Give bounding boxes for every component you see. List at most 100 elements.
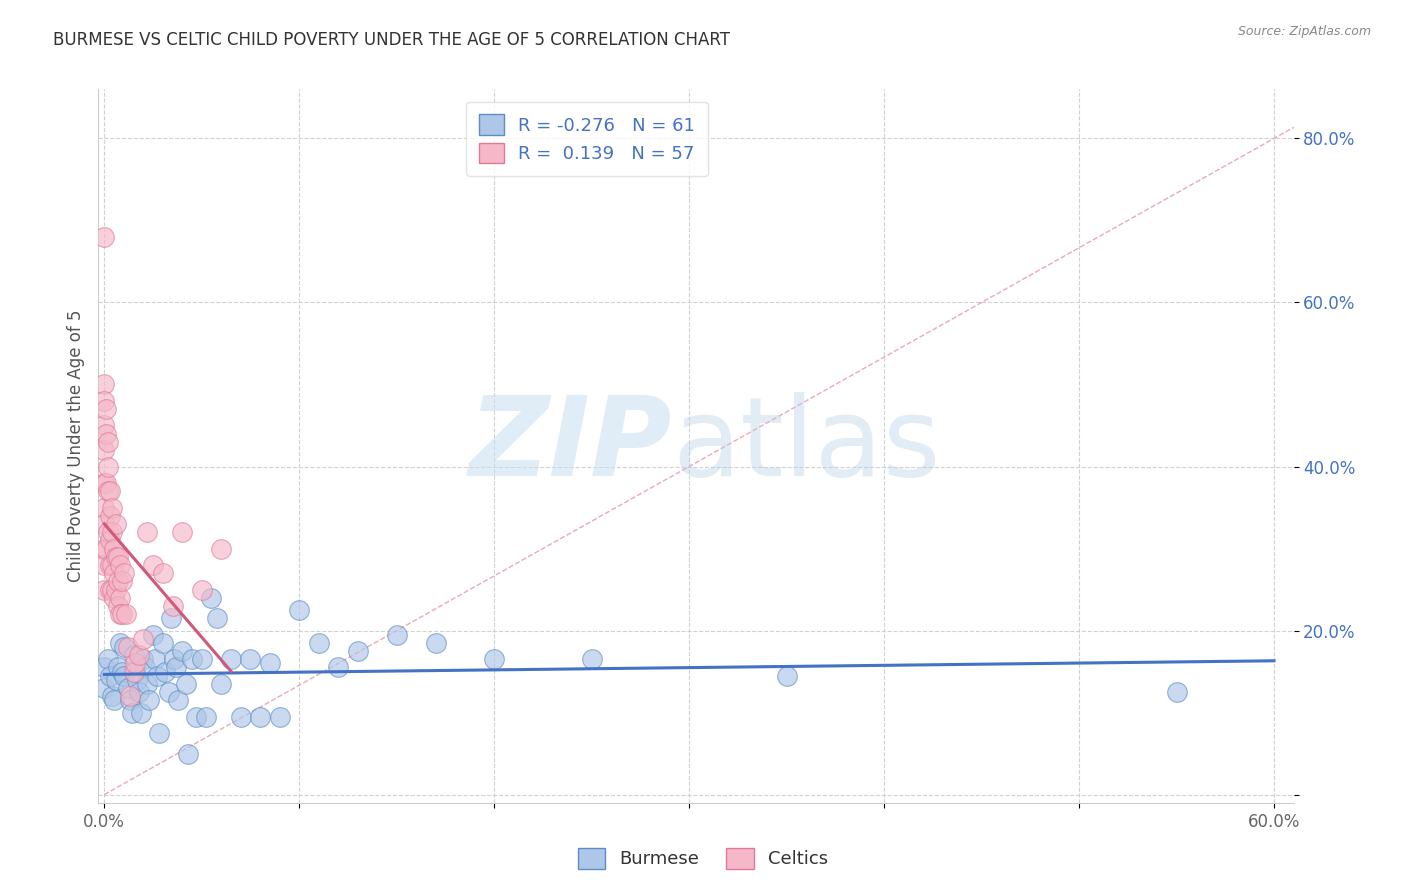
Point [143, 652, 166, 666]
Point [148, 726, 170, 740]
Point [165, 660, 187, 674]
Point [101, 582, 124, 597]
Point [259, 657, 281, 671]
Point [162, 599, 184, 613]
Text: BURMESE VS CELTIC CHILD POVERTY UNDER THE AGE OF 5 CORRELATION CHART: BURMESE VS CELTIC CHILD POVERTY UNDER TH… [53, 31, 731, 49]
Point [425, 636, 447, 650]
Point [142, 627, 165, 641]
Point [104, 516, 127, 531]
Point [114, 607, 136, 622]
Point [207, 611, 229, 625]
Point [103, 566, 125, 581]
Point [219, 652, 242, 666]
Point [117, 640, 139, 654]
Point [97, 652, 120, 666]
Point [108, 607, 131, 622]
Point [108, 636, 131, 650]
Point [104, 673, 127, 687]
Point [128, 648, 150, 662]
Point [93, 418, 115, 433]
Point [93, 475, 115, 490]
Point [117, 681, 139, 695]
Point [122, 665, 145, 679]
Point [98, 668, 121, 682]
Point [138, 693, 160, 707]
Point [1166, 685, 1188, 699]
Point [269, 709, 291, 723]
Point [93, 541, 115, 556]
Point [121, 706, 143, 720]
Point [181, 652, 204, 666]
Point [93, 377, 115, 392]
Point [111, 574, 134, 589]
Point [111, 665, 134, 679]
Point [101, 525, 124, 540]
Point [385, 627, 408, 641]
Point [209, 541, 232, 556]
Point [103, 541, 125, 556]
Point [239, 652, 262, 666]
Text: ZIP: ZIP [468, 392, 672, 500]
Point [96, 541, 118, 556]
Point [172, 525, 194, 540]
Point [167, 693, 190, 707]
Point [96, 475, 118, 490]
Text: atlas: atlas [672, 392, 941, 500]
Point [98, 558, 121, 572]
Point [132, 632, 155, 646]
Point [93, 660, 115, 674]
Point [112, 640, 135, 654]
Point [104, 582, 127, 597]
Point [136, 525, 159, 540]
Point [118, 693, 141, 707]
Point [96, 426, 118, 441]
Legend: R = -0.276   N = 61, R =  0.139   N = 57: R = -0.276 N = 61, R = 0.139 N = 57 [465, 102, 707, 176]
Point [190, 652, 212, 666]
Point [146, 668, 169, 682]
Point [98, 508, 121, 523]
Point [101, 558, 124, 572]
Point [93, 516, 115, 531]
Point [97, 434, 120, 449]
Point [346, 644, 368, 658]
Point [142, 558, 165, 572]
Point [172, 644, 194, 658]
Legend: Burmese, Celtics: Burmese, Celtics [571, 840, 835, 876]
Point [108, 558, 131, 572]
Y-axis label: Child Poverty Under the Age of 5: Child Poverty Under the Age of 5 [66, 310, 84, 582]
Point [174, 677, 197, 691]
Point [163, 652, 186, 666]
Point [288, 603, 311, 617]
Point [209, 677, 232, 691]
Point [131, 706, 153, 720]
Point [124, 665, 146, 679]
Point [96, 402, 118, 417]
Point [112, 566, 135, 581]
Point [152, 636, 174, 650]
Point [97, 525, 120, 540]
Point [108, 591, 131, 605]
Point [107, 574, 129, 589]
Point [177, 747, 200, 761]
Point [93, 443, 115, 458]
Point [229, 709, 252, 723]
Point [482, 652, 505, 666]
Point [97, 484, 120, 499]
Point [153, 665, 176, 679]
Point [107, 549, 129, 564]
Point [122, 648, 145, 662]
Point [249, 709, 271, 723]
Point [124, 657, 146, 671]
Point [93, 393, 115, 408]
Point [184, 709, 207, 723]
Point [328, 660, 350, 674]
Point [194, 709, 217, 723]
Point [101, 689, 124, 703]
Point [152, 566, 174, 581]
Point [103, 693, 125, 707]
Point [200, 591, 222, 605]
Point [581, 652, 603, 666]
Point [112, 668, 135, 682]
Point [111, 607, 134, 622]
Point [775, 668, 797, 682]
